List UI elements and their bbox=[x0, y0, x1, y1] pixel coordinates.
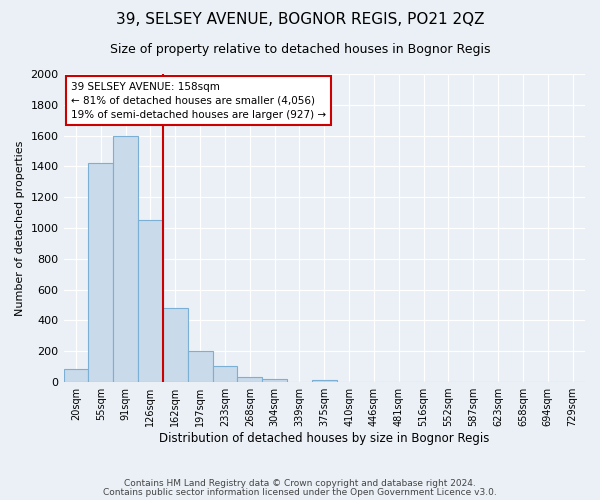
Text: Contains public sector information licensed under the Open Government Licence v3: Contains public sector information licen… bbox=[103, 488, 497, 497]
X-axis label: Distribution of detached houses by size in Bognor Regis: Distribution of detached houses by size … bbox=[159, 432, 490, 445]
Bar bbox=[64, 369, 88, 382]
Text: Size of property relative to detached houses in Bognor Regis: Size of property relative to detached ho… bbox=[110, 42, 490, 56]
Y-axis label: Number of detached properties: Number of detached properties bbox=[15, 140, 25, 316]
Bar bbox=[163, 308, 188, 382]
Text: 39 SELSEY AVENUE: 158sqm
← 81% of detached houses are smaller (4,056)
19% of sem: 39 SELSEY AVENUE: 158sqm ← 81% of detach… bbox=[71, 82, 326, 120]
Bar bbox=[113, 136, 138, 382]
Bar bbox=[188, 352, 212, 382]
Text: Contains HM Land Registry data © Crown copyright and database right 2024.: Contains HM Land Registry data © Crown c… bbox=[124, 478, 476, 488]
Text: 39, SELSEY AVENUE, BOGNOR REGIS, PO21 2QZ: 39, SELSEY AVENUE, BOGNOR REGIS, PO21 2Q… bbox=[116, 12, 484, 28]
Bar bbox=[262, 379, 287, 382]
Bar bbox=[238, 376, 262, 382]
Bar bbox=[212, 366, 238, 382]
Bar bbox=[138, 220, 163, 382]
Bar bbox=[88, 164, 113, 382]
Bar bbox=[312, 380, 337, 382]
